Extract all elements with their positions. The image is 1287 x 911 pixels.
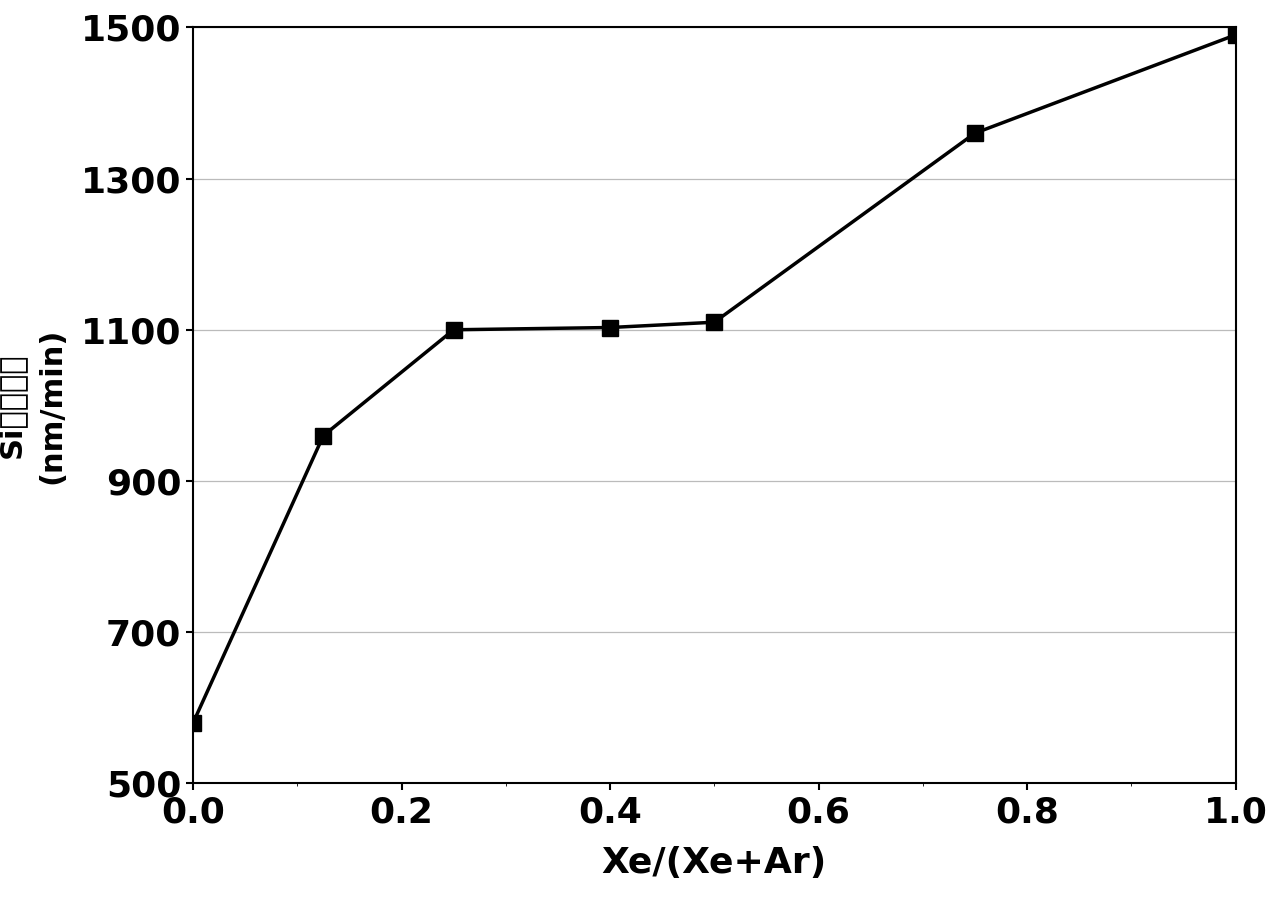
Y-axis label: Si蚀列速率
(nm/min): Si蚀列速率 (nm/min) — [0, 327, 67, 484]
X-axis label: Xe/(Xe+Ar): Xe/(Xe+Ar) — [601, 846, 828, 880]
